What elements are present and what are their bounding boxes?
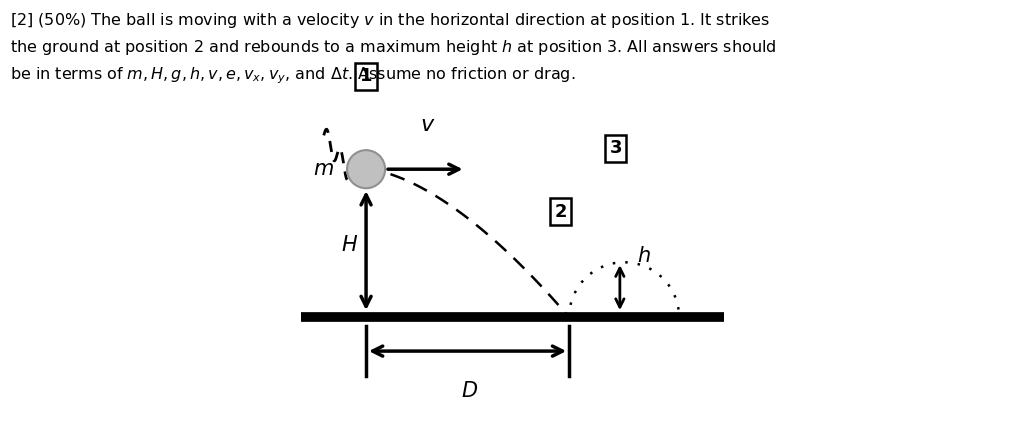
Text: $\mathit{D}$: $\mathit{D}$: [461, 381, 478, 401]
Text: $\mathit{v}$: $\mathit{v}$: [420, 115, 435, 135]
Text: the ground at position 2 and rebounds to a maximum height $h$ at position 3. All: the ground at position 2 and rebounds to…: [10, 38, 776, 57]
Text: [2] (50%) The ball is moving with a velocity $v$ in the horizontal direction at : [2] (50%) The ball is moving with a velo…: [10, 11, 770, 30]
Circle shape: [347, 150, 385, 188]
Text: be in terms of $m, H, g, h, v, e, v_x, v_y$, and $\Delta t$. Assume no friction : be in terms of $m, H, g, h, v, e, v_x, v…: [10, 66, 575, 86]
Text: 2: 2: [554, 203, 567, 220]
Text: $\mathit{h}$: $\mathit{h}$: [637, 246, 650, 266]
Text: 3: 3: [609, 139, 622, 157]
Text: 1: 1: [359, 67, 373, 85]
Text: $\mathit{H}$: $\mathit{H}$: [341, 235, 357, 255]
Text: $\mathit{m}$: $\mathit{m}$: [313, 159, 334, 179]
